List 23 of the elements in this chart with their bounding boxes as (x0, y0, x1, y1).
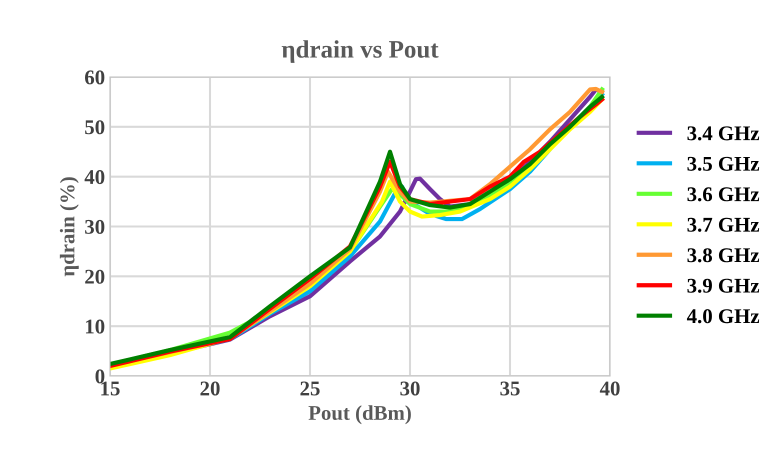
y-tick-label: 0 (96, 369, 104, 384)
chart-title: ηdrain vs Pout (282, 40, 439, 63)
legend-label: 3.7 GHz (687, 218, 760, 232)
x-tick-label: 35 (500, 382, 520, 396)
y-tick-label: 20 (85, 270, 104, 284)
x-tick-label: 15 (101, 382, 120, 396)
legend-label: 3.4 GHz (687, 126, 760, 140)
x-tick-label: 25 (300, 382, 320, 396)
x-tick-label: 20 (200, 381, 220, 396)
y-tick-label: 60 (85, 70, 104, 84)
legend-label: 3.8 GHz (687, 248, 760, 262)
y-tick-label: 30 (85, 220, 104, 234)
legend-label: 3.5 GHz (687, 156, 760, 171)
y-tick-label: 50 (85, 120, 104, 134)
y-tick-label: 10 (86, 320, 104, 334)
legend-label: 4.0 GHz (686, 309, 760, 324)
legend-label: 3.9 GHz (687, 278, 760, 293)
x-tick-label: 30 (400, 381, 420, 396)
x-axis-title: Pout (dBm) (308, 405, 411, 424)
legend-label: 3.6 GHz (687, 187, 760, 202)
x-tick-label: 40 (600, 381, 620, 396)
y-tick-label: 40 (84, 170, 104, 184)
y-axis-title: ηdrain (%) (60, 177, 79, 276)
